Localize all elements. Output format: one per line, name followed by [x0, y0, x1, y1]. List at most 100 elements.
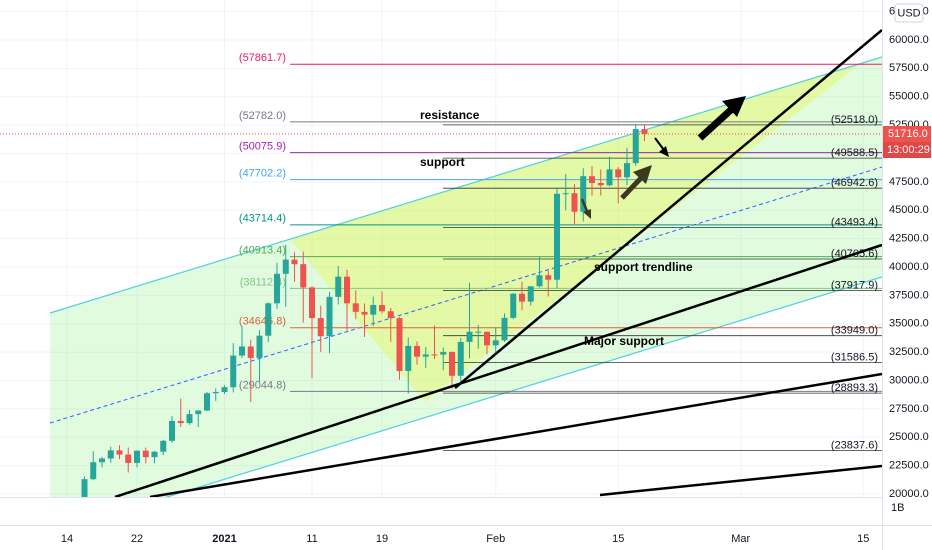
candle-body [545, 275, 552, 280]
last-price-label: 51716.0 [888, 128, 928, 140]
currency[interactable]: USD [897, 7, 920, 19]
triangle-fill [290, 64, 860, 402]
candle-body [212, 391, 219, 394]
candle-body [317, 318, 324, 337]
x-tick-label: 22 [131, 533, 143, 545]
arrow-head [722, 96, 746, 117]
y-tick-label: 60000.0 [889, 34, 929, 46]
channel-mid [49, 166, 882, 424]
x-tick-label: 19 [376, 533, 388, 545]
candle-body [344, 276, 350, 304]
level-label: (52518.0) [831, 114, 878, 126]
arrow [654, 137, 665, 151]
level-label: (31586.5) [831, 351, 878, 363]
trendline [149, 372, 882, 497]
candle-body [335, 276, 342, 297]
candle-body [90, 462, 97, 480]
candle-body [606, 169, 613, 186]
candle-body [580, 176, 587, 212]
y-tick-label: 30000.0 [889, 374, 929, 386]
last-price-box [883, 126, 931, 143]
candle-body [274, 273, 280, 304]
candle-body [142, 450, 149, 458]
candle-body [379, 305, 385, 312]
candle-body [440, 351, 447, 355]
candle-body [160, 440, 167, 452]
candles [0, 123, 882, 497]
x-tick-label: 2021 [212, 533, 236, 545]
candle-body [204, 393, 210, 411]
arrow-head [659, 146, 669, 157]
candle-body [589, 176, 595, 183]
countdown: 13:00:29 [887, 144, 930, 156]
candle-body [151, 451, 158, 458]
candle-body [134, 450, 140, 463]
candle-body [116, 450, 123, 455]
candle-body [177, 420, 184, 424]
candle-body [422, 354, 429, 357]
level-label: (33949.0) [831, 325, 878, 337]
x-tick-label: Mar [731, 533, 750, 545]
candle-body [221, 387, 228, 392]
candle-body [352, 303, 359, 312]
arrow [697, 105, 736, 141]
candle-body [99, 458, 105, 463]
x-tick-label: Feb [486, 533, 505, 545]
candle-body [484, 331, 490, 346]
fib-label: (43714.4) [239, 213, 286, 225]
annotation: support trendline [594, 260, 693, 274]
candle-body [562, 193, 569, 195]
candle-body [414, 345, 420, 357]
annotation: Major support [584, 334, 664, 348]
level-label: (49588.5) [831, 147, 878, 159]
candle-body [309, 287, 315, 319]
level-label: (23837.6) [831, 439, 878, 451]
candle-body [475, 331, 482, 333]
x-tick-label: 14 [61, 533, 73, 545]
fib-label: (40913.4) [239, 245, 286, 257]
level-label: (46942.6) [831, 177, 878, 189]
trendline [454, 29, 882, 389]
volume-scale-label: 1B [891, 502, 904, 514]
candle-body [597, 182, 604, 186]
y-tick-label: 22500.0 [889, 460, 929, 472]
candle-body [230, 355, 237, 388]
candle-body [387, 311, 394, 319]
fib-label: (57861.7) [239, 52, 286, 64]
candle-body [510, 293, 517, 318]
candle-body [501, 317, 508, 341]
level-label: (37917.9) [831, 280, 878, 292]
candle-body [405, 345, 412, 371]
candle-body [536, 275, 543, 287]
candle-body [256, 335, 263, 358]
y-tick-label: 20000.0 [889, 488, 929, 500]
candle-body [169, 420, 175, 441]
candle-body [195, 410, 202, 415]
candle-body [466, 331, 473, 342]
channel-fill [50, 57, 882, 497]
currency-box[interactable] [894, 3, 924, 23]
candle-body [641, 129, 648, 135]
level-label: (28893.3) [831, 382, 878, 394]
fib-label: (29044.8) [239, 379, 286, 391]
annotation: support [420, 155, 465, 169]
trendline [599, 464, 882, 497]
y-tick-label: 35000.0 [889, 318, 929, 330]
trendline [114, 243, 882, 497]
candle-body [457, 341, 464, 376]
arrow [580, 198, 589, 212]
candle-body [186, 414, 193, 424]
x-tick-label: 15 [612, 533, 624, 545]
candle-body [239, 346, 245, 356]
candle-body [125, 454, 132, 463]
y-tick-label: 45000.0 [889, 204, 929, 216]
fib-label: (50075.9) [239, 141, 286, 153]
arrow [620, 175, 644, 200]
candle-body [300, 264, 307, 288]
arrow-head [633, 165, 652, 184]
candle-body [107, 450, 114, 459]
x-tick-label: 15 [857, 533, 869, 545]
candle-body [291, 259, 298, 265]
drawings [49, 56, 882, 497]
